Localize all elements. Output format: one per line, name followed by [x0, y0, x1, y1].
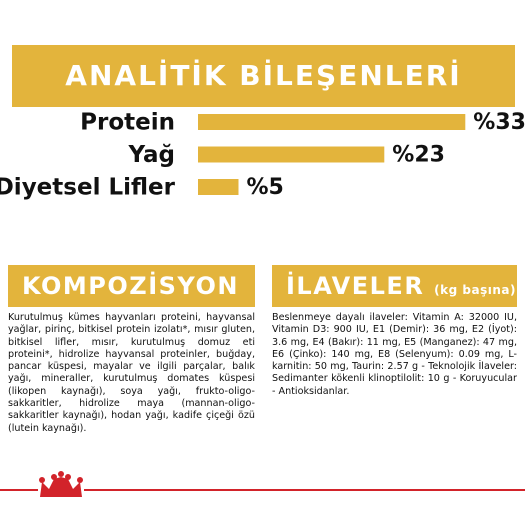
bar	[198, 179, 239, 195]
bar	[198, 146, 385, 163]
category-label: Protein	[80, 110, 175, 136]
logo	[39, 471, 83, 497]
additives-box: İLAVELER (kg başına)	[272, 265, 517, 307]
composition-text: Kurutulmuş kümes hayvanları proteini, ha…	[8, 312, 255, 434]
additives-text: Beslenmeye dayalı ilaveler: Vitamin A: 3…	[272, 312, 517, 397]
bar	[198, 114, 466, 130]
value-label: %5	[247, 175, 284, 200]
header-title: ANALİTİK BİLEŞENLERİ	[12, 45, 515, 107]
value-label: %33	[473, 110, 525, 135]
category-label: Diyetsel Lifler	[0, 175, 176, 201]
composition-title: KOMPOZİSYON	[22, 272, 239, 300]
additives-title: İLAVELER	[286, 272, 425, 300]
category-label: Yağ	[127, 142, 175, 168]
value-label: %23	[392, 143, 445, 168]
additives-subtitle: (kg başına)	[434, 283, 516, 297]
composition-box: KOMPOZİSYON	[8, 265, 255, 307]
